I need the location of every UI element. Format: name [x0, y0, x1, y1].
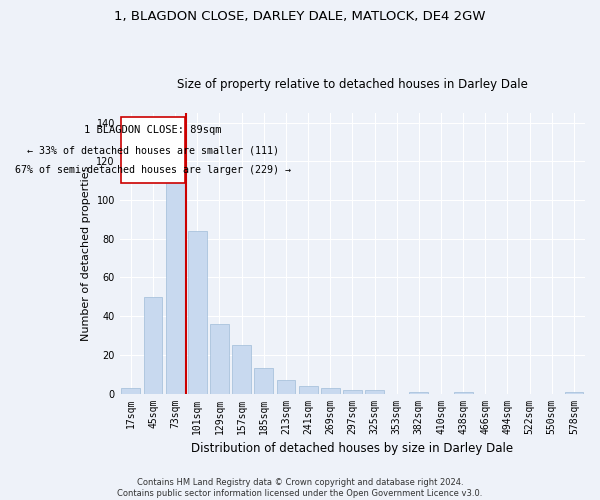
Bar	[299, 386, 317, 394]
Bar	[365, 390, 384, 394]
Bar	[121, 388, 140, 394]
Bar	[409, 392, 428, 394]
Title: Size of property relative to detached houses in Darley Dale: Size of property relative to detached ho…	[177, 78, 528, 91]
Text: 1 BLAGDON CLOSE: 89sqm: 1 BLAGDON CLOSE: 89sqm	[84, 124, 222, 134]
Bar	[454, 392, 473, 394]
Bar	[343, 390, 362, 394]
Bar	[254, 368, 273, 394]
Bar	[321, 388, 340, 394]
Bar	[232, 345, 251, 394]
Text: 1, BLAGDON CLOSE, DARLEY DALE, MATLOCK, DE4 2GW: 1, BLAGDON CLOSE, DARLEY DALE, MATLOCK, …	[114, 10, 486, 23]
Bar	[143, 297, 163, 394]
Bar	[277, 380, 295, 394]
Bar	[210, 324, 229, 394]
X-axis label: Distribution of detached houses by size in Darley Dale: Distribution of detached houses by size …	[191, 442, 514, 455]
Bar	[166, 179, 185, 394]
FancyBboxPatch shape	[121, 117, 185, 182]
Text: ← 33% of detached houses are smaller (111): ← 33% of detached houses are smaller (11…	[27, 146, 279, 156]
Text: Contains HM Land Registry data © Crown copyright and database right 2024.
Contai: Contains HM Land Registry data © Crown c…	[118, 478, 482, 498]
Text: 67% of semi-detached houses are larger (229) →: 67% of semi-detached houses are larger (…	[15, 165, 291, 175]
Bar	[188, 231, 207, 394]
Y-axis label: Number of detached properties: Number of detached properties	[81, 166, 91, 341]
Bar	[565, 392, 583, 394]
